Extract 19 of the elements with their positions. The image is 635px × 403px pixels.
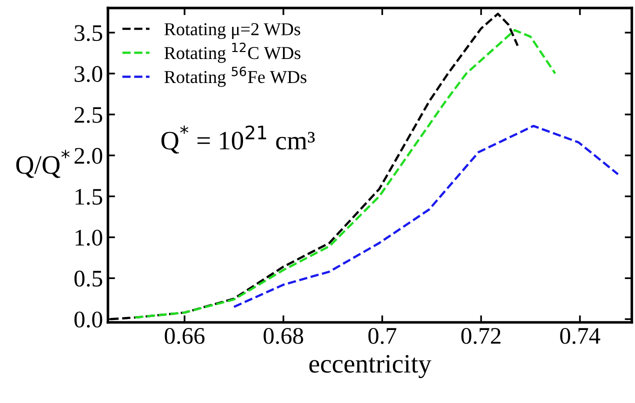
x-tick-label: 0.68 [264, 328, 304, 344]
y-tick-label: 0.0 [74, 312, 102, 328]
x-tick-label: 0.74 [560, 328, 600, 344]
annotation: Q$^{*}$ = 10$^{21}$ cm³ [161, 126, 315, 154]
y-tick-label: 3.5 [74, 25, 102, 42]
x-tick-label: 0.72 [461, 328, 500, 344]
x-axis-title: eccentricity [309, 354, 432, 378]
y-tick-label: 0.5 [74, 270, 102, 287]
legend-label: Rotating $^{56}$Fe WDs [164, 66, 306, 87]
y-axis-title: Q/Q$^{*}$ [16, 150, 70, 178]
y-tick-label: 2.5 [74, 107, 102, 124]
x-tick-label: 0.66 [164, 328, 205, 344]
y-tick-label: 2.0 [74, 148, 102, 164]
legend-label: Rotating $^{12}$C WDs [164, 42, 300, 63]
legend-label: Rotating μ=2 WDs [164, 23, 300, 40]
y-tick-label: 1.5 [76, 188, 102, 205]
y-tick-label: 1.0 [76, 230, 102, 246]
x-tick-label: 0.7 [368, 328, 396, 344]
y-tick-label: 3.0 [74, 66, 102, 82]
